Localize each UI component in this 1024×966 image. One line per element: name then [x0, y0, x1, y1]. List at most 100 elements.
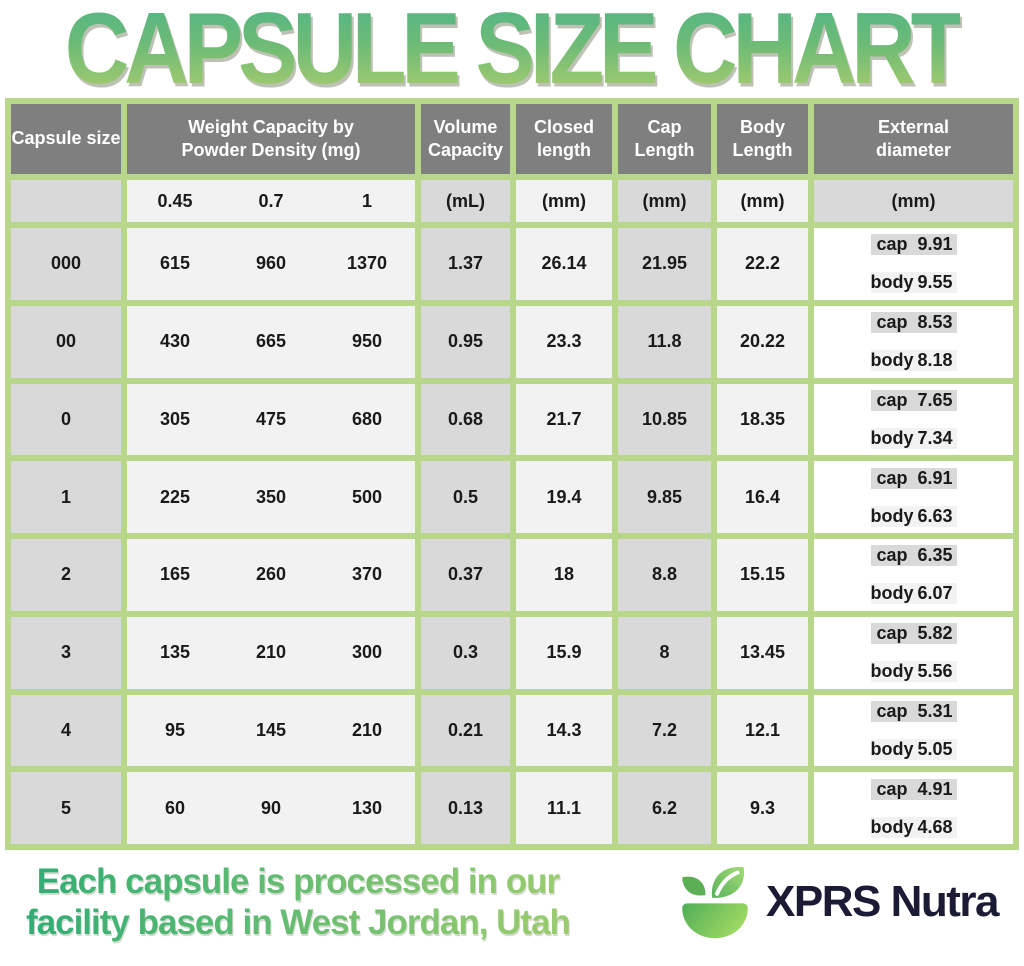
- mortar-bowl: [682, 903, 748, 939]
- cell-closed-length: 14.3: [516, 694, 612, 767]
- header-line: External: [877, 116, 950, 137]
- weight-value: 665: [255, 331, 287, 352]
- cell-external-diameter: cap 7.65 body 7.34: [814, 383, 1013, 456]
- cell-body-length: 13.45: [717, 616, 808, 689]
- cap-label: cap: [876, 234, 908, 255]
- weight-value: 615: [159, 253, 191, 274]
- external-body-row: body 8.18: [870, 350, 957, 372]
- body-label: body: [870, 661, 914, 682]
- cell-cap-length: 10.85: [618, 383, 711, 456]
- external-body-row: body 6.07: [870, 583, 957, 605]
- header-capsule-size: Capsule size: [11, 104, 121, 174]
- footer: Each capsule is processed in our facilit…: [0, 850, 1024, 962]
- cell-closed-length: 11.1: [516, 772, 612, 844]
- body-diameter: 9.55: [917, 272, 953, 293]
- header-line: Cap: [647, 116, 682, 137]
- cell-external-diameter: cap 5.82 body 5.56: [814, 616, 1013, 689]
- external-cap-row: cap 4.91: [870, 778, 957, 800]
- weight-value: 1370: [346, 253, 388, 274]
- cap-diameter: 4.91: [917, 778, 953, 799]
- cell-volume: 0.95: [421, 305, 510, 378]
- cell-size: 4: [11, 694, 121, 767]
- weight-value: 500: [351, 486, 383, 507]
- weight-value: 210: [351, 719, 383, 740]
- cell-volume: 0.3: [421, 616, 510, 689]
- body-diameter: 7.34: [917, 427, 953, 448]
- cell-volume: 0.68: [421, 383, 510, 456]
- weight-value: 60: [164, 797, 186, 818]
- cap-label: cap: [876, 312, 908, 333]
- header-weight-capacity: Weight Capacity by Powder Density (mg): [127, 104, 415, 174]
- header-cap-length: Cap Length: [618, 104, 711, 174]
- cell-closed-length: 26.14: [516, 228, 612, 300]
- body-label: body: [870, 816, 914, 837]
- weight-value: 165: [159, 564, 191, 585]
- header-line: length: [537, 140, 591, 160]
- weight-value: 210: [255, 642, 287, 663]
- external-body-row: body 9.55: [870, 272, 957, 294]
- cell-cap-length: 9.85: [618, 461, 711, 533]
- weight-value: 225: [159, 486, 191, 507]
- cap-diameter: 7.65: [917, 389, 953, 410]
- cell-body-length: 22.2: [717, 228, 808, 300]
- cell-external-diameter: cap 6.91 body 6.63: [814, 461, 1013, 533]
- cell-weights: 60 90 130: [127, 772, 415, 844]
- cell-body-length: 15.15: [717, 539, 808, 611]
- cap-diameter: 8.53: [917, 312, 953, 333]
- header-line: Volume: [433, 116, 498, 137]
- mortar-leaves-icon: [682, 866, 748, 939]
- external-body-row: body 5.56: [870, 661, 957, 683]
- header-line: Capsule size: [11, 128, 121, 149]
- header-line: Capacity: [427, 140, 504, 160]
- cap-label: cap: [876, 389, 908, 410]
- external-body-row: body 7.34: [870, 427, 957, 449]
- weight-value: 370: [351, 564, 383, 585]
- subheader-densities: 0.45 0.7 1: [127, 180, 415, 222]
- cap-diameter: 9.91: [917, 234, 953, 255]
- subheader-volume-unit: (mL): [421, 180, 510, 222]
- weight-value: 960: [255, 253, 287, 274]
- cell-cap-length: 8.8: [618, 539, 711, 611]
- weight-value: 90: [260, 797, 282, 818]
- weight-value: 145: [255, 719, 287, 740]
- weight-value: 475: [255, 408, 287, 429]
- external-cap-row: cap 6.35: [870, 545, 957, 567]
- cell-external-diameter: cap 6.35 body 6.07: [814, 539, 1013, 611]
- brand-logo: XPRS Nutra: [674, 859, 999, 945]
- header-line: diameter: [875, 140, 952, 160]
- cell-weights: 430 665 950: [127, 305, 415, 378]
- body-diameter: 4.68: [917, 816, 953, 837]
- cell-cap-length: 7.2: [618, 694, 711, 767]
- header-line: Length: [634, 140, 695, 160]
- cell-cap-length: 8: [618, 616, 711, 689]
- body-label: body: [870, 350, 914, 371]
- external-cap-row: cap 6.91: [870, 467, 957, 489]
- cell-external-diameter: cap 8.53 body 8.18: [814, 305, 1013, 378]
- cap-diameter: 6.91: [917, 467, 953, 488]
- left-leaf: [682, 876, 706, 896]
- cell-closed-length: 21.7: [516, 383, 612, 456]
- cell-weights: 305 475 680: [127, 383, 415, 456]
- cell-body-length: 16.4: [717, 461, 808, 533]
- cell-size: 5: [11, 772, 121, 844]
- cell-closed-length: 18: [516, 539, 612, 611]
- cell-volume: 0.37: [421, 539, 510, 611]
- page-title: CAPSULE SIZE CHART: [64, 0, 964, 106]
- body-label: body: [870, 738, 914, 759]
- cap-diameter: 5.82: [917, 623, 953, 644]
- cap-diameter: 6.35: [917, 545, 953, 566]
- external-body-row: body 5.05: [870, 738, 957, 760]
- brand-name: XPRS Nutra: [766, 877, 999, 926]
- right-leaf-slit: [715, 870, 740, 896]
- cell-external-diameter: cap 5.31 body 5.05: [814, 694, 1013, 767]
- body-diameter: 5.05: [917, 738, 953, 759]
- body-diameter: 6.07: [917, 583, 953, 604]
- cell-cap-length: 6.2: [618, 772, 711, 844]
- body-label: body: [870, 583, 914, 604]
- external-cap-row: cap 8.53: [870, 312, 957, 334]
- cell-closed-length: 23.3: [516, 305, 612, 378]
- density-value: 0.45: [157, 190, 193, 211]
- cell-size: 00: [11, 305, 121, 378]
- footer-tagline: Each capsule is processed in our facilit…: [26, 861, 570, 944]
- subheader-closed-unit: (mm): [516, 180, 612, 222]
